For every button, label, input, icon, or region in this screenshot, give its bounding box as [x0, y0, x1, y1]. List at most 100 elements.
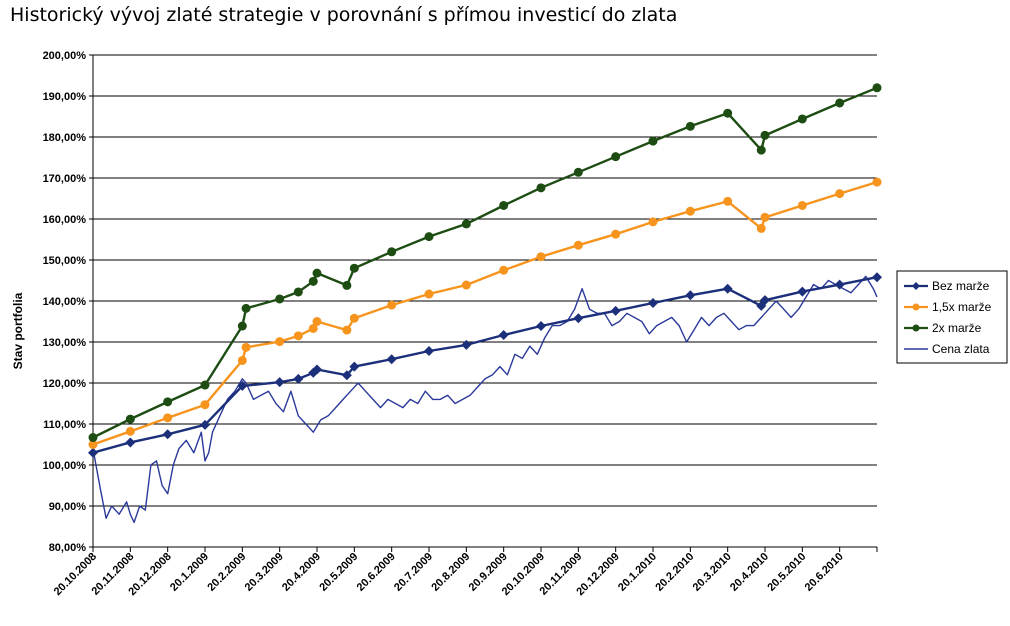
legend-marker	[912, 324, 920, 332]
series-cena-zlata	[92, 275, 878, 524]
data-point	[424, 346, 434, 357]
x-tick-label: 20.5.2010	[765, 551, 808, 594]
data-point	[685, 206, 695, 216]
legend-item: 1,5x marže	[904, 300, 992, 314]
series-line	[92, 86, 878, 439]
data-point	[797, 114, 807, 124]
x-tick-label: 20.4.2009	[280, 551, 323, 594]
data-point	[293, 287, 303, 297]
y-tick-label: 190,00%	[43, 91, 87, 103]
y-tick-label: 180,00%	[43, 132, 87, 144]
data-point	[756, 145, 766, 155]
data-point	[461, 219, 471, 229]
series-line	[92, 275, 878, 524]
legend-marker	[912, 303, 920, 311]
y-tick-label: 200,00%	[43, 50, 87, 62]
data-point	[760, 130, 770, 140]
data-point	[163, 397, 173, 407]
series-line	[92, 276, 878, 454]
data-point	[162, 429, 173, 440]
data-point	[88, 447, 98, 458]
data-point	[387, 247, 397, 257]
data-point	[834, 279, 845, 290]
data-point	[611, 152, 621, 162]
series-line	[92, 180, 878, 446]
data-point	[241, 303, 251, 313]
data-point	[125, 437, 136, 448]
data-point	[308, 276, 318, 286]
x-tick-label: 20.2.2009	[205, 551, 248, 594]
data-point	[349, 313, 359, 323]
x-tick-label: 20.4.2010	[728, 551, 771, 594]
data-point	[424, 232, 434, 242]
data-point	[760, 212, 770, 222]
data-point	[424, 289, 434, 299]
data-point	[573, 313, 584, 324]
y-tick-label: 150,00%	[43, 255, 87, 267]
data-point	[835, 189, 845, 199]
x-tick-label: 20.3.2010	[691, 551, 734, 594]
y-tick-label: 110,00%	[43, 419, 86, 431]
series-2x-mar-e	[88, 83, 882, 443]
y-axis-label: Stav portfolia	[11, 292, 25, 369]
x-tick-label: 20.6.2009	[355, 551, 398, 594]
y-tick-label: 130,00%	[43, 337, 87, 349]
legend-item: 2x marže	[904, 321, 982, 335]
data-point	[498, 330, 509, 341]
legend-label: 2x marže	[932, 321, 982, 335]
x-tick-label: 20.5.2009	[317, 551, 360, 594]
legend-label: Bez marže	[932, 279, 990, 293]
data-point	[610, 305, 621, 316]
y-tick-label: 100,00%	[43, 460, 87, 472]
data-point	[200, 400, 210, 410]
legend-label: 1,5x marže	[932, 300, 992, 314]
data-point	[872, 177, 882, 187]
data-point	[88, 440, 98, 449]
legend-marker	[912, 282, 920, 290]
y-tick-label: 160,00%	[43, 214, 87, 226]
data-point	[387, 300, 397, 310]
data-point	[685, 290, 696, 301]
x-tick-label: 20.8.2009	[429, 551, 472, 594]
data-point	[308, 323, 318, 333]
data-point	[200, 419, 210, 430]
data-point	[341, 370, 352, 381]
y-tick-label: 90,00%	[49, 501, 87, 513]
data-point	[723, 108, 733, 118]
data-point	[312, 268, 322, 278]
data-point	[237, 321, 247, 331]
data-point	[349, 361, 360, 372]
grid-lines	[93, 54, 877, 548]
data-point	[125, 414, 135, 424]
data-point	[349, 263, 359, 273]
data-point	[835, 98, 845, 108]
data-point	[312, 317, 322, 326]
legend-item: Cena zlata	[904, 342, 990, 356]
data-point	[760, 295, 770, 306]
data-point	[274, 377, 285, 388]
data-point	[342, 325, 352, 335]
y-tick-label: 120,00%	[43, 378, 87, 390]
legend-label: Cena zlata	[932, 342, 990, 356]
series-lines	[88, 83, 882, 524]
data-point	[499, 265, 509, 275]
data-point	[536, 321, 546, 332]
data-point	[275, 294, 285, 304]
x-tick-label: 20.1.2010	[616, 551, 659, 594]
data-point	[461, 339, 472, 350]
x-tick-label: 20.1.2009	[168, 551, 211, 594]
data-point	[163, 413, 173, 423]
data-point	[648, 217, 658, 227]
data-point	[756, 223, 766, 233]
x-tick-label: 20.6.2010	[803, 551, 846, 594]
axes	[92, 55, 877, 548]
legend: Bez marže 1,5x marže 2x marže Cena zlata	[896, 270, 1008, 364]
y-tick-label: 140,00%	[43, 296, 87, 308]
data-point	[872, 83, 882, 93]
data-point	[386, 354, 397, 365]
data-point	[797, 286, 808, 297]
y-tick-label: 170,00%	[43, 173, 87, 185]
data-point	[312, 364, 322, 375]
data-point	[275, 337, 285, 347]
